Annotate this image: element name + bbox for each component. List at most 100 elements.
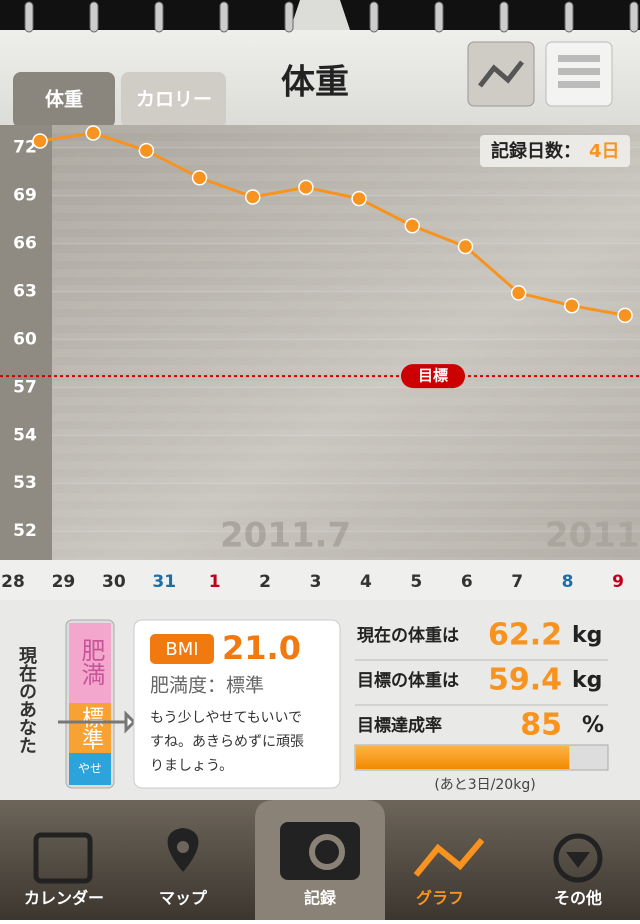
- stripe: [52, 397, 640, 405]
- ring: [369, 1, 379, 33]
- screen-title: 体重: [281, 63, 349, 103]
- stripe: [52, 445, 640, 453]
- bmi-value: 21.0: [222, 629, 301, 667]
- record-label: 記録日数：: [491, 140, 581, 162]
- stripe: [52, 285, 640, 293]
- tab-weight[interactable]: [13, 72, 115, 128]
- year-watermark: 2011.: [545, 516, 640, 556]
- stripe: [52, 477, 640, 485]
- nav-items: カレンダー マップ 記録 グラフ その他: [24, 889, 602, 908]
- rate-value: 85: [520, 708, 562, 743]
- weight-point: [564, 297, 580, 314]
- stripe: [52, 237, 640, 245]
- stripe: [52, 125, 640, 133]
- chart-stripes: [52, 125, 640, 565]
- date-label: 29: [52, 572, 76, 592]
- y-tick-label: 63: [13, 281, 37, 301]
- rate-unit: %: [582, 713, 604, 738]
- weight-point: [351, 190, 367, 207]
- weight-point: [510, 285, 527, 301]
- nav-label: グラフ: [416, 889, 464, 908]
- weight-point: [298, 179, 314, 196]
- date-label: 8: [562, 572, 574, 592]
- current-label: 現在の体重は: [357, 625, 459, 646]
- rate-label: 目標達成率: [357, 715, 442, 736]
- y-tick-label: 52: [13, 521, 37, 541]
- map-icon-dot: [177, 841, 189, 853]
- bmi-badge: [150, 634, 214, 664]
- stripe: [52, 317, 640, 325]
- meter-label: やせ: [78, 762, 102, 776]
- weight-point: [617, 307, 633, 324]
- message-line: もう少しやせてもいいで: [150, 710, 302, 726]
- meter-thin: [69, 753, 111, 785]
- ring: [434, 1, 444, 33]
- stripe: [52, 301, 640, 309]
- meter-label: 肥満: [77, 638, 105, 686]
- message-line: すね。あきらめずに頑張: [150, 734, 304, 750]
- nav-label: その他: [554, 889, 602, 908]
- ring: [284, 1, 294, 33]
- meter-obese: [69, 623, 111, 703]
- date-labels: 28 29 30 31 1 2 3 4 5 6 7 8 9: [1, 572, 624, 592]
- ring: [154, 1, 164, 33]
- bmi-label: BMI: [165, 639, 198, 660]
- chart: 2011.7 2011. 72 69 66 63 60 57 54 53 52 目標: [0, 125, 640, 556]
- date-label: 28: [1, 572, 25, 592]
- date-label: 3: [310, 572, 322, 592]
- stripe: [52, 141, 640, 149]
- y-tick-label: 54: [13, 425, 37, 445]
- stripe: [52, 349, 640, 357]
- stripe: [52, 269, 640, 277]
- stripe: [52, 365, 640, 373]
- date-label: 6: [461, 572, 473, 592]
- record-badge: [480, 135, 630, 167]
- binder-rings: [24, 1, 639, 33]
- meter-normal: [69, 703, 111, 753]
- date-label: 4: [360, 572, 372, 592]
- date-label: 1: [209, 572, 221, 592]
- weight-point: [457, 238, 474, 255]
- meter-label: 標準: [78, 706, 104, 750]
- tab-label: カロリー: [136, 89, 212, 111]
- camera-lens: [309, 834, 345, 870]
- list-icon: [558, 55, 600, 88]
- progress-fill: [356, 746, 570, 769]
- ring: [219, 1, 229, 33]
- ring: [89, 1, 99, 33]
- stripe: [52, 525, 640, 533]
- record-value: 4日: [589, 141, 620, 162]
- ring: [629, 1, 639, 33]
- tab-calorie[interactable]: [121, 72, 226, 128]
- date-label: 5: [410, 572, 422, 592]
- nav-label: マップ: [159, 889, 208, 908]
- stripe: [52, 221, 640, 229]
- stripe: [52, 157, 640, 165]
- stripe: [52, 429, 640, 437]
- y-tick-label: 57: [13, 377, 37, 397]
- date-label: 9: [612, 572, 624, 592]
- target-unit: kg: [572, 668, 602, 693]
- target-value: 59.4: [488, 663, 562, 698]
- weight-line: [39, 131, 626, 317]
- y-tick-label: 72: [13, 137, 37, 157]
- graph-nav-icon: [413, 838, 485, 877]
- date-label: 7: [511, 572, 523, 592]
- other-icon-arrow: [566, 852, 590, 868]
- nav-label: カレンダー: [24, 889, 104, 908]
- chart-bg: [0, 125, 640, 560]
- weight-point: [138, 142, 155, 159]
- stripe: [52, 493, 640, 501]
- other-icon: [553, 833, 603, 883]
- meter-pointer: [58, 710, 137, 734]
- weight-point: [32, 133, 48, 149]
- weight-point: [191, 170, 208, 186]
- year-watermark: 2011.7: [220, 516, 351, 556]
- stripe: [52, 189, 640, 197]
- date-label: 31: [152, 572, 176, 592]
- current-unit: kg: [572, 623, 602, 648]
- notch: [290, 0, 350, 30]
- date-strip: [0, 560, 640, 600]
- current-value: 62.2: [488, 618, 562, 653]
